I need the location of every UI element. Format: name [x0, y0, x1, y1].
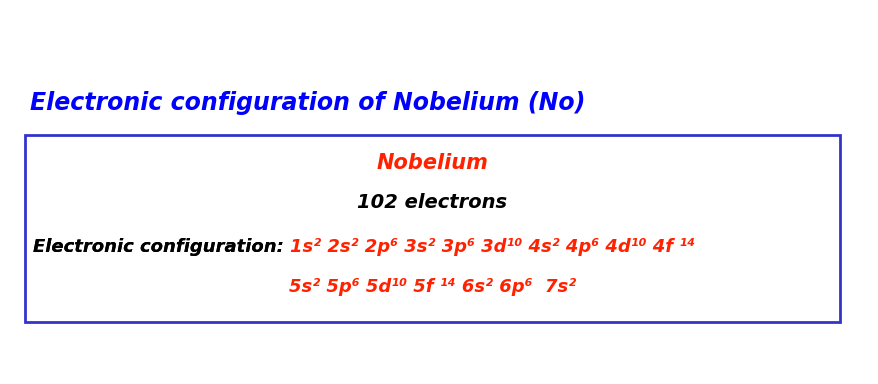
- Text: Electronic configuration of Nobelium (No): Electronic configuration of Nobelium (No…: [30, 91, 585, 115]
- Text: Nobelium: Nobelium: [376, 153, 488, 173]
- Text: 5s² 5p⁶ 5d¹⁰ 5f ¹⁴ 6s² 6p⁶  7s²: 5s² 5p⁶ 5d¹⁰ 5f ¹⁴ 6s² 6p⁶ 7s²: [289, 278, 575, 296]
- Text: 1s² 2s² 2p⁶ 3s² 3p⁶ 3d¹⁰ 4s² 4p⁶ 4d¹⁰ 4f ¹⁴: 1s² 2s² 2p⁶ 3s² 3p⁶ 3d¹⁰ 4s² 4p⁶ 4d¹⁰ 4f…: [290, 238, 694, 256]
- Text: 102 electrons: 102 electrons: [357, 194, 507, 212]
- Bar: [25, 135, 839, 322]
- Text: Electronic configuration:: Electronic configuration:: [33, 238, 290, 256]
- Text: Electronic configuration:: Electronic configuration:: [33, 238, 290, 256]
